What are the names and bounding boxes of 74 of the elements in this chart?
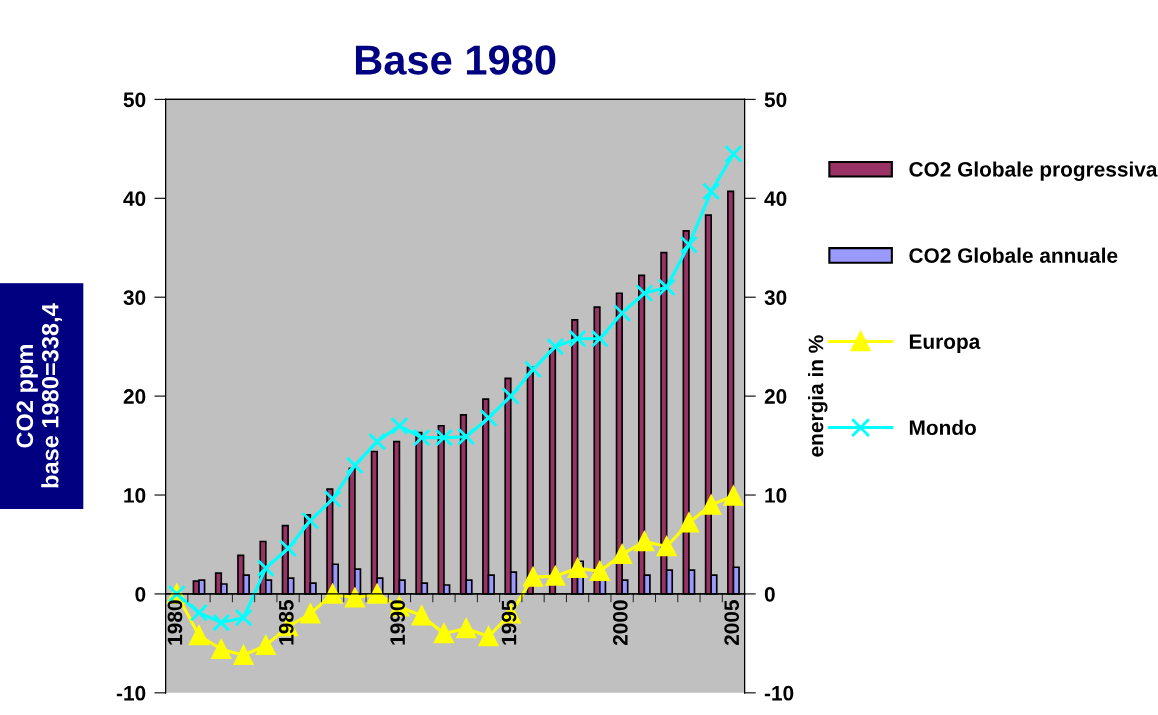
point — [434, 623, 454, 644]
point — [211, 639, 231, 660]
legend-label: CO2 Globale annuale — [909, 247, 1118, 263]
point — [656, 536, 677, 557]
point — [434, 428, 453, 447]
y2-tick-label: 40 — [764, 191, 787, 207]
y-tick-label: 20 — [123, 389, 146, 404]
y2-axis-title: energia in % — [808, 335, 828, 457]
y-tick-label: 40 — [123, 191, 146, 207]
point — [457, 427, 476, 446]
x-tick-label: 1990 — [390, 600, 406, 645]
point — [523, 567, 543, 587]
legend-label: Europa — [909, 334, 981, 354]
y2-tick-label: -10 — [764, 685, 794, 701]
point — [545, 566, 566, 586]
point — [478, 626, 499, 647]
legend-label: Mondo — [909, 419, 976, 436]
point — [479, 408, 498, 427]
point — [256, 635, 276, 656]
point — [367, 584, 387, 604]
y2-tick-label: 30 — [764, 290, 787, 305]
point — [411, 605, 432, 626]
point — [612, 544, 632, 565]
point — [546, 337, 565, 356]
point — [701, 495, 721, 515]
point — [590, 329, 609, 348]
point — [724, 144, 743, 163]
x-tick-label: 1985 — [278, 600, 294, 645]
point — [679, 235, 698, 254]
point — [368, 432, 387, 451]
point — [568, 329, 587, 348]
point — [300, 603, 321, 624]
point — [567, 558, 588, 578]
point — [524, 360, 543, 379]
y-tick-label: 30 — [123, 290, 146, 305]
point — [723, 486, 744, 506]
point — [657, 278, 676, 297]
point — [634, 531, 655, 552]
x-tick-label: 1980 — [167, 600, 183, 645]
y-axis-title: CO2 ppm base 1980=338,4 — [16, 303, 63, 488]
point — [635, 284, 654, 303]
y-tick-label: 10 — [124, 488, 146, 503]
point — [233, 645, 254, 665]
y2-tick-label: 0 — [764, 586, 775, 602]
point — [345, 456, 364, 475]
y2-tick-label: 20 — [764, 389, 787, 404]
point — [390, 416, 409, 435]
point — [323, 489, 342, 508]
legend-label: CO2 Globale progressiva — [909, 161, 1158, 181]
point — [412, 428, 431, 447]
y-tick-label: 0 — [135, 586, 146, 602]
point — [590, 561, 610, 581]
chart-title: Base 1980 — [355, 45, 556, 75]
x-tick-label: 2000 — [612, 600, 628, 646]
x-tick-label: 2005 — [724, 600, 740, 646]
point — [212, 613, 231, 632]
point — [345, 588, 365, 608]
point — [322, 584, 343, 604]
point — [279, 539, 298, 558]
y2-tick-label: 50 — [764, 92, 787, 108]
point — [679, 512, 699, 533]
x-tick-label: 1995 — [501, 600, 517, 645]
y-tick-label: -10 — [116, 685, 146, 701]
y2-tick-label: 10 — [765, 488, 787, 503]
point — [301, 511, 320, 530]
point — [501, 387, 520, 406]
point — [234, 608, 253, 627]
y-tick-label: 50 — [123, 92, 146, 108]
point — [702, 182, 721, 201]
point — [456, 618, 476, 639]
point — [189, 625, 209, 646]
point — [613, 304, 632, 323]
point — [256, 559, 275, 578]
point — [189, 603, 209, 622]
